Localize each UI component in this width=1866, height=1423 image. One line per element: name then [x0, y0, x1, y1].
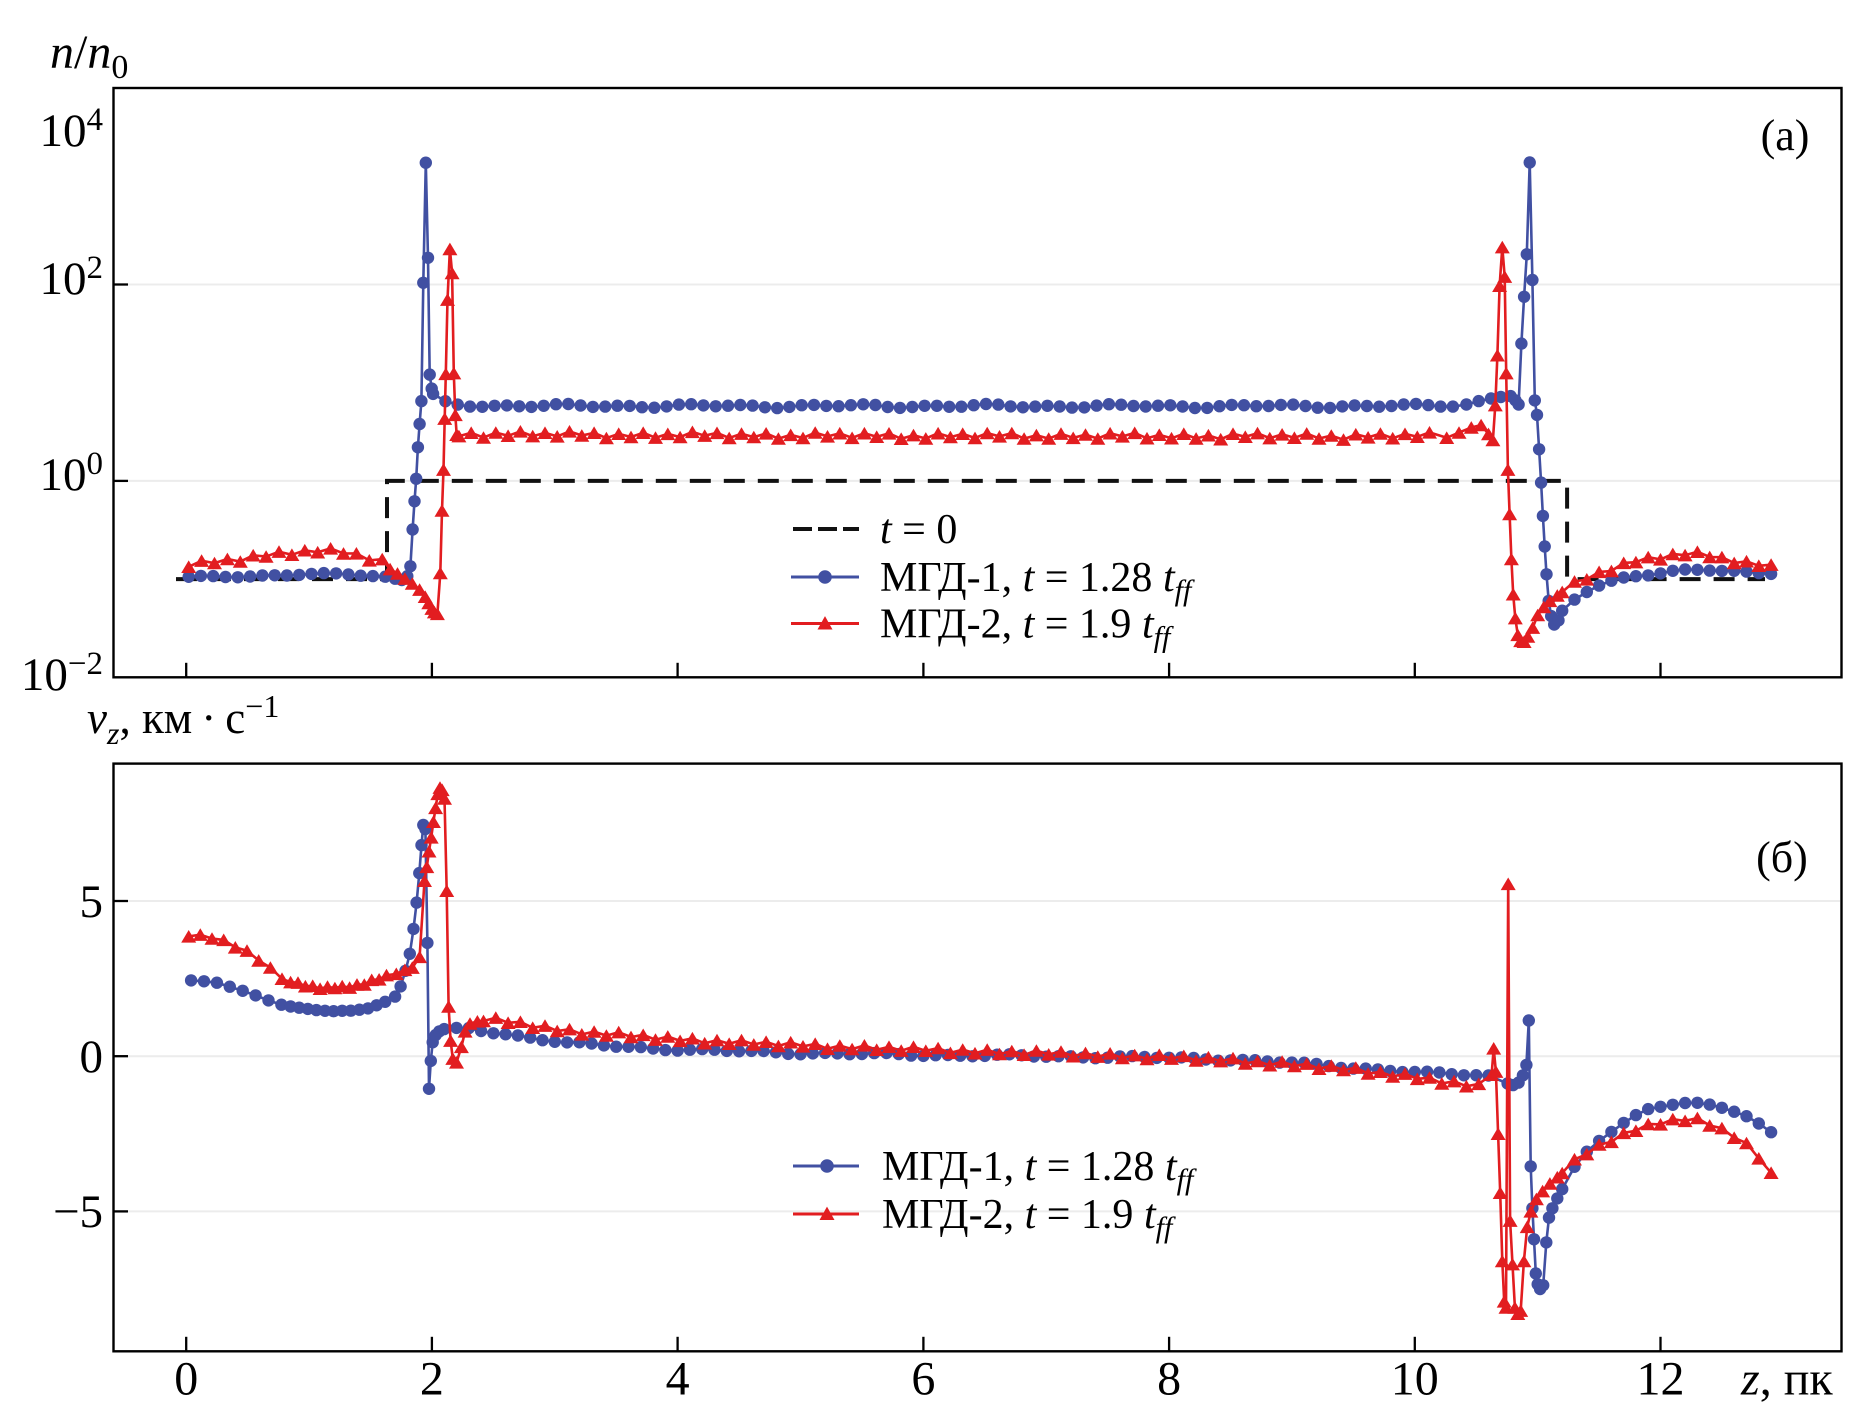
- svg-text:МГД-1, t = 1.28 tff: МГД-1, t = 1.28 tff: [880, 555, 1195, 607]
- svg-text:(a): (a): [1761, 111, 1810, 160]
- svg-text:МГД-1, t = 1.28 tff: МГД-1, t = 1.28 tff: [882, 1144, 1197, 1196]
- svg-text:t = 0: t = 0: [880, 507, 957, 553]
- svg-text:−5: −5: [53, 1186, 103, 1238]
- svg-text:(б): (б): [1756, 833, 1808, 882]
- svg-text:4: 4: [666, 1353, 690, 1406]
- svg-text:0: 0: [80, 1031, 104, 1083]
- svg-text:8: 8: [1157, 1353, 1181, 1406]
- svg-text:vz, км · с−1: vz, км · с−1: [87, 688, 279, 751]
- svg-text:2: 2: [420, 1353, 444, 1406]
- svg-text:10: 10: [1391, 1353, 1439, 1406]
- svg-text:МГД-2, t = 1.9 tff: МГД-2, t = 1.9 tff: [880, 602, 1174, 654]
- svg-text:0: 0: [174, 1353, 198, 1406]
- svg-text:5: 5: [80, 876, 104, 928]
- svg-text:6: 6: [911, 1353, 935, 1406]
- svg-text:МГД-2, t = 1.9 tff: МГД-2, t = 1.9 tff: [882, 1192, 1176, 1244]
- svg-text:z, пк: z, пк: [1740, 1353, 1833, 1406]
- svg-text:12: 12: [1637, 1353, 1685, 1406]
